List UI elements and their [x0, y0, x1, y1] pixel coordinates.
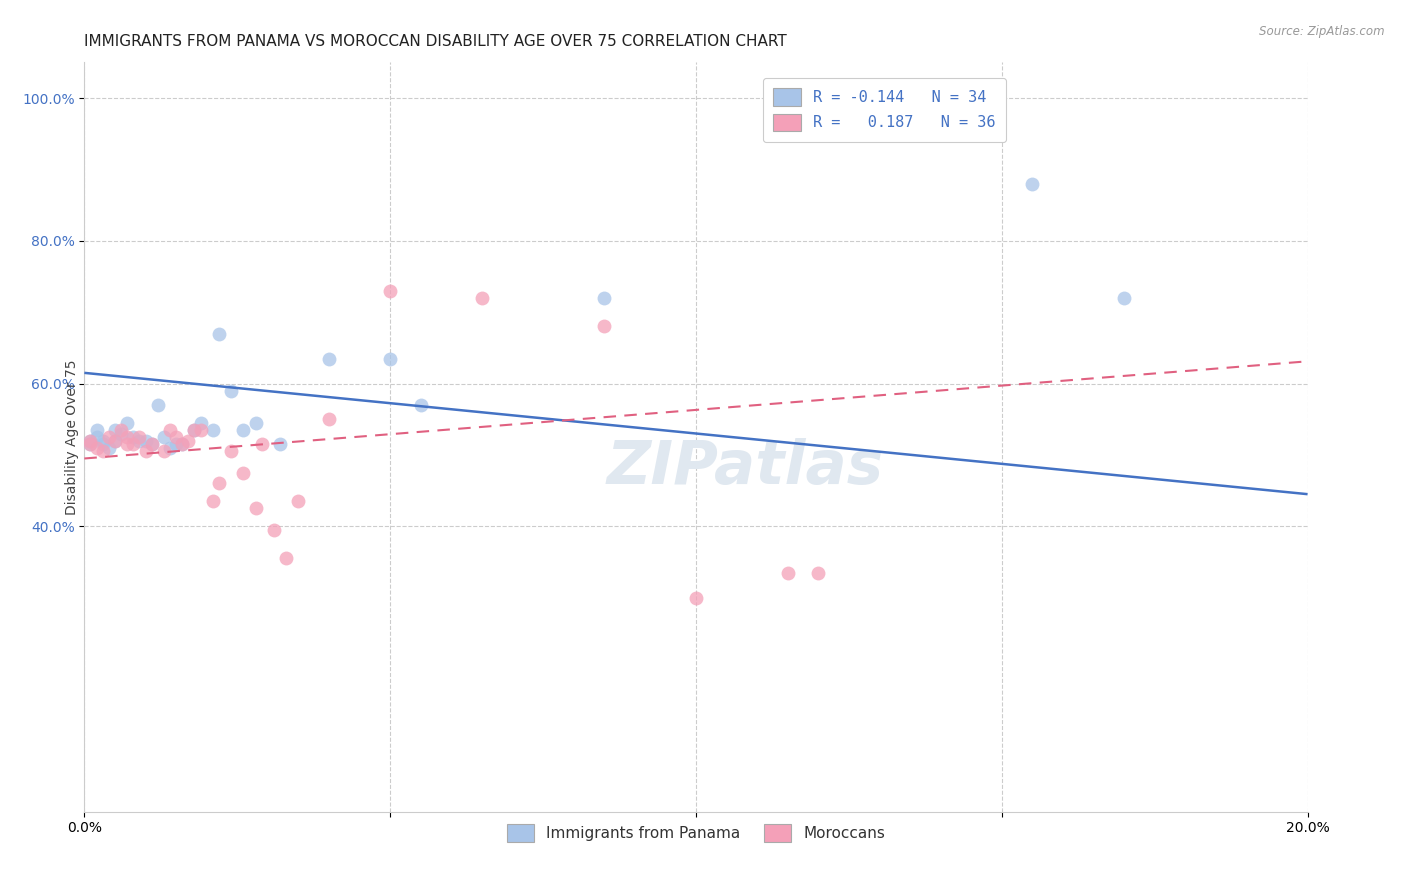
- Point: [190, 423, 212, 437]
- Point: [122, 430, 145, 444]
- Point: [593, 319, 616, 334]
- Point: [219, 384, 242, 398]
- Point: [141, 437, 163, 451]
- Point: [159, 441, 181, 455]
- Point: [91, 434, 114, 448]
- Point: [263, 523, 285, 537]
- Point: [153, 430, 176, 444]
- Point: [128, 434, 150, 448]
- Point: [135, 444, 157, 458]
- Point: [201, 494, 224, 508]
- Point: [165, 430, 187, 444]
- Point: [232, 423, 254, 437]
- Legend: Immigrants from Panama, Moroccans: Immigrants from Panama, Moroccans: [496, 814, 896, 853]
- Point: [91, 437, 114, 451]
- Point: [86, 423, 108, 437]
- Point: [141, 437, 163, 451]
- Point: [593, 291, 616, 305]
- Point: [269, 437, 291, 451]
- Point: [183, 423, 205, 437]
- Point: [232, 466, 254, 480]
- Point: [471, 291, 494, 305]
- Point: [1021, 177, 1043, 191]
- Point: [79, 437, 101, 451]
- Point: [776, 566, 799, 580]
- Point: [97, 441, 120, 455]
- Point: [165, 437, 187, 451]
- Point: [153, 444, 176, 458]
- Point: [318, 412, 340, 426]
- Point: [110, 426, 132, 441]
- Point: [135, 434, 157, 448]
- Point: [86, 441, 108, 455]
- Point: [183, 423, 205, 437]
- Point: [245, 416, 267, 430]
- Point: [208, 476, 231, 491]
- Point: [208, 326, 231, 341]
- Point: [97, 430, 120, 444]
- Point: [807, 566, 830, 580]
- Point: [104, 434, 127, 448]
- Point: [115, 437, 138, 451]
- Point: [115, 430, 138, 444]
- Text: IMMIGRANTS FROM PANAMA VS MOROCCAN DISABILITY AGE OVER 75 CORRELATION CHART: IMMIGRANTS FROM PANAMA VS MOROCCAN DISAB…: [84, 34, 787, 49]
- Point: [190, 416, 212, 430]
- Point: [110, 423, 132, 437]
- Point: [380, 284, 402, 298]
- Point: [245, 501, 267, 516]
- Point: [159, 423, 181, 437]
- Point: [91, 444, 114, 458]
- Text: Source: ZipAtlas.com: Source: ZipAtlas.com: [1260, 25, 1385, 38]
- Point: [115, 416, 138, 430]
- Point: [685, 591, 707, 605]
- Point: [79, 434, 101, 448]
- Point: [146, 398, 169, 412]
- Point: [276, 551, 298, 566]
- Point: [128, 430, 150, 444]
- Point: [104, 434, 127, 448]
- Point: [287, 494, 309, 508]
- Point: [172, 437, 194, 451]
- Point: [250, 437, 273, 451]
- Y-axis label: Disability Age Over 75: Disability Age Over 75: [65, 359, 79, 515]
- Point: [409, 398, 432, 412]
- Point: [172, 437, 194, 451]
- Point: [219, 444, 242, 458]
- Point: [380, 351, 402, 366]
- Point: [79, 434, 101, 448]
- Point: [318, 351, 340, 366]
- Point: [177, 434, 200, 448]
- Point: [86, 430, 108, 444]
- Point: [79, 437, 101, 451]
- Point: [104, 423, 127, 437]
- Point: [122, 437, 145, 451]
- Point: [201, 423, 224, 437]
- Point: [1114, 291, 1136, 305]
- Text: ZIPatlas: ZIPatlas: [606, 438, 883, 497]
